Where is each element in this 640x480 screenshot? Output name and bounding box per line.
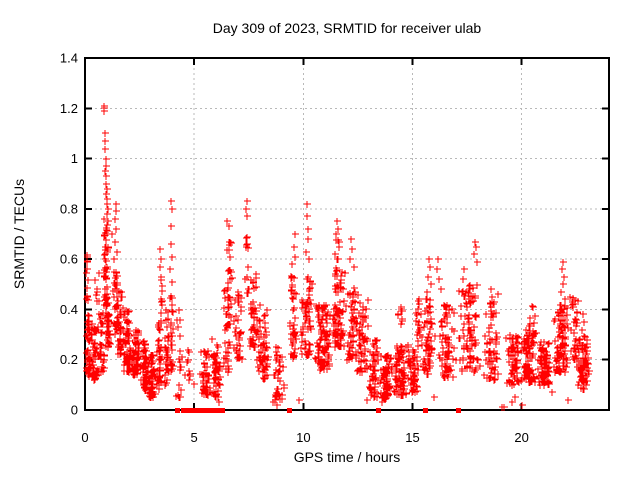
y-tick-label: 1 [71, 151, 78, 166]
y-tick-labels: 0 0.2 0.4 0.6 0.8 1 1.2 1.4 [60, 51, 78, 418]
x-tick-label: 5 [191, 430, 198, 445]
y-tick-label: 1.2 [60, 101, 78, 116]
y-tick-label: 0.8 [60, 201, 78, 216]
x-tick-label: 15 [405, 430, 419, 445]
y-tick-label: 0.4 [60, 302, 78, 317]
y-tick-label: 0.2 [60, 352, 78, 367]
srmtid-plus-markers [83, 103, 593, 411]
y-tick-label: 0.6 [60, 252, 78, 267]
zero-square-markers [175, 408, 461, 413]
x-tick-label: 20 [514, 430, 528, 445]
x-axis-label: GPS time / hours [293, 449, 401, 465]
plot-border [84, 57, 610, 411]
y-tick-label: 0 [71, 403, 78, 418]
y-tick-label: 1.4 [60, 51, 78, 66]
chart-title: Day 309 of 2023, SRMTID for receiver ula… [212, 20, 482, 36]
x-tick-labels: 0 5 10 15 20 [81, 430, 529, 445]
x-tick-label: 0 [81, 430, 88, 445]
x-tick-label: 10 [296, 430, 310, 445]
